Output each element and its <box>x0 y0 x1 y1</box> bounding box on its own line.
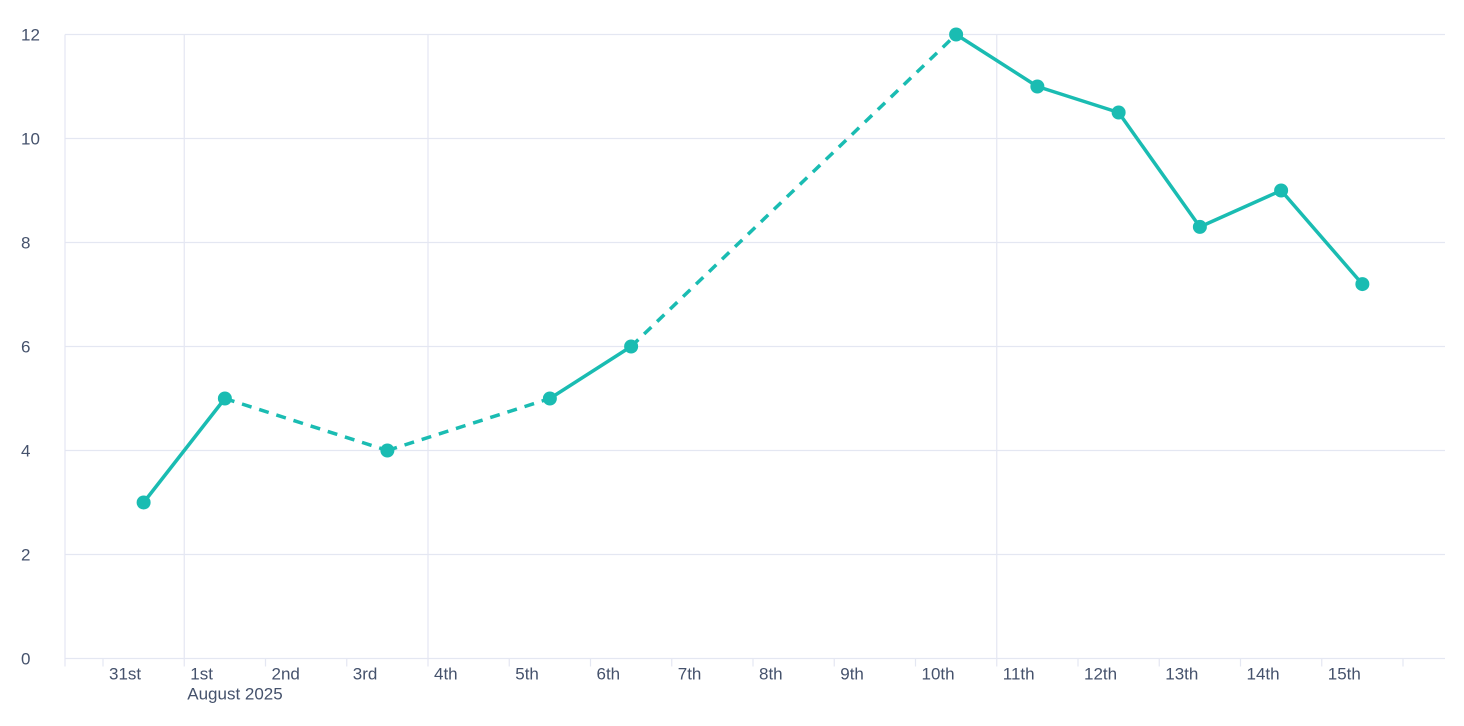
data-point-marker[interactable] <box>1355 277 1370 292</box>
data-point-marker[interactable] <box>380 443 395 458</box>
data-point-marker[interactable] <box>217 391 232 406</box>
x-axis-tick-label: 10th <box>922 665 955 684</box>
y-axis-tick-label: 12 <box>21 26 40 45</box>
series-segment-solid <box>1279 188 1365 286</box>
series-segment-solid <box>954 32 1040 89</box>
x-axis-tick-label: 6th <box>597 665 621 684</box>
data-point-marker[interactable] <box>624 339 639 354</box>
x-axis-tick-label: 3rd <box>353 665 378 684</box>
x-axis-tick-label: 15th <box>1328 665 1361 684</box>
series-segment-solid <box>141 396 227 505</box>
series-segment-solid <box>1035 84 1121 115</box>
y-axis-tick-label: 10 <box>21 130 40 149</box>
series-segment-solid <box>1116 110 1202 229</box>
data-point-marker[interactable] <box>1111 105 1126 120</box>
x-axis-tick-label: 4th <box>434 665 458 684</box>
series-segment-dashed <box>386 396 551 453</box>
data-point-marker[interactable] <box>542 391 557 406</box>
x-axis-tick-label: 8th <box>759 665 783 684</box>
x-axis-tick-label: 9th <box>840 665 864 684</box>
x-axis-tick-label: 5th <box>515 665 539 684</box>
x-axis-tick-label: 11th <box>1003 665 1035 684</box>
y-axis-tick-label: 8 <box>21 234 30 253</box>
y-axis-tick-label: 4 <box>21 442 30 461</box>
data-point-marker[interactable] <box>136 495 151 510</box>
x-axis-tick-label: 2nd <box>272 665 300 684</box>
data-point-marker[interactable] <box>1274 183 1289 198</box>
y-axis-tick-label: 2 <box>21 546 30 565</box>
x-axis-tick-label: 1st <box>190 665 213 684</box>
data-point-marker[interactable] <box>949 27 964 42</box>
x-axis-tick-label: 7th <box>678 665 702 684</box>
series-segment-dashed <box>224 396 388 453</box>
series-segment-dashed <box>629 33 958 348</box>
data-point-marker[interactable] <box>1192 219 1207 234</box>
x-axis-tick-label: 31st <box>109 665 141 684</box>
x-axis-tick-label: 13th <box>1165 665 1198 684</box>
y-axis-tick-label: 0 <box>21 650 30 669</box>
data-point-marker[interactable] <box>1030 79 1045 94</box>
x-axis-tick-label: 14th <box>1247 665 1280 684</box>
x-axis-tick-label: 12th <box>1084 665 1117 684</box>
y-axis-tick-label: 6 <box>21 338 30 357</box>
x-axis-month-label: August 2025 <box>187 685 282 704</box>
series-segment-solid <box>548 344 633 401</box>
series-segment-solid <box>1198 188 1283 229</box>
